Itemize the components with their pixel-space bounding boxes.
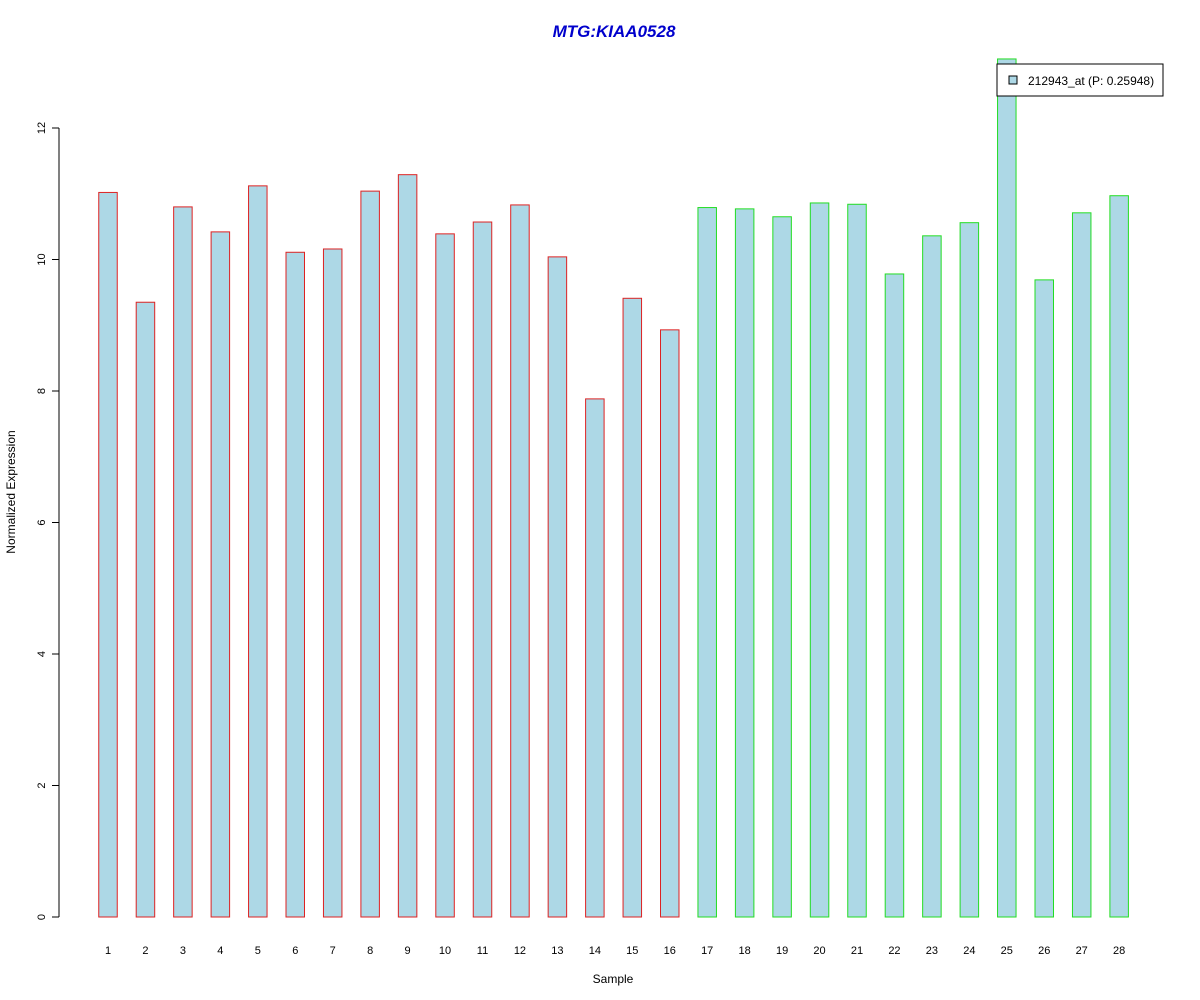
y-tick-label: 12 bbox=[36, 122, 48, 134]
x-tick-label: 16 bbox=[664, 945, 676, 957]
x-tick-label: 23 bbox=[926, 945, 938, 957]
x-tick-label: 9 bbox=[405, 945, 411, 957]
bar-sample-4 bbox=[210, 231, 231, 918]
x-tick-label: 3 bbox=[180, 945, 186, 957]
x-tick-label: 8 bbox=[367, 945, 373, 957]
bar-sample-27 bbox=[1071, 212, 1092, 918]
bar-sample-6 bbox=[285, 251, 305, 918]
legend-box bbox=[996, 63, 1164, 97]
x-tick-label: 20 bbox=[813, 945, 825, 957]
x-tick-label: 28 bbox=[1113, 945, 1125, 957]
bar-sample-15 bbox=[622, 297, 643, 918]
y-tick-label: 8 bbox=[36, 388, 48, 394]
bar-sample-25 bbox=[997, 58, 1017, 918]
bars-group bbox=[98, 58, 1129, 918]
bar-sample-12 bbox=[510, 204, 530, 918]
x-tick-label: 15 bbox=[626, 945, 638, 957]
bar-sample-19 bbox=[772, 216, 792, 918]
x-tick-label: 10 bbox=[439, 945, 451, 957]
x-tick-label: 6 bbox=[292, 945, 298, 957]
bar-sample-16 bbox=[660, 329, 680, 918]
bar-sample-26 bbox=[1034, 279, 1054, 918]
y-axis-label: Normalized Expression bbox=[4, 430, 18, 553]
legend-label: 212943_at (P: 0.25948) bbox=[1028, 74, 1154, 88]
bar-sample-10 bbox=[435, 233, 455, 918]
x-tick-label: 22 bbox=[888, 945, 900, 957]
y-tick-label: 4 bbox=[36, 651, 48, 657]
x-tick-label: 14 bbox=[589, 945, 601, 957]
x-tick-label: 5 bbox=[255, 945, 261, 957]
x-tick-label: 2 bbox=[142, 945, 148, 957]
bar-sample-21 bbox=[847, 203, 867, 918]
bar-sample-5 bbox=[248, 185, 268, 918]
x-tick-label: 21 bbox=[851, 945, 863, 957]
bar-sample-9 bbox=[397, 174, 418, 918]
legend: 212943_at (P: 0.25948) bbox=[996, 63, 1164, 97]
bar-sample-24 bbox=[959, 222, 980, 918]
bar-sample-2 bbox=[135, 301, 156, 918]
bar-sample-20 bbox=[809, 202, 830, 918]
bar-sample-13 bbox=[547, 256, 568, 918]
bar-sample-14 bbox=[585, 398, 605, 918]
x-tick-label: 12 bbox=[514, 945, 526, 957]
bar-sample-8 bbox=[360, 190, 380, 918]
x-tick-label: 25 bbox=[1001, 945, 1013, 957]
x-tick-label: 17 bbox=[701, 945, 713, 957]
x-tick-label: 19 bbox=[776, 945, 788, 957]
y-tick-label: 6 bbox=[36, 519, 48, 525]
x-tick-label: 11 bbox=[477, 945, 488, 957]
x-tick-label: 27 bbox=[1076, 945, 1088, 957]
x-tick-label: 7 bbox=[330, 945, 336, 957]
bar-sample-17 bbox=[697, 207, 717, 918]
x-tick-label: 13 bbox=[551, 945, 563, 957]
y-tick-label: 2 bbox=[36, 782, 48, 788]
y-axis: 0 2 4 6 8 10 12 bbox=[36, 122, 60, 920]
bar-sample-18 bbox=[734, 208, 755, 918]
y-tick-label: 0 bbox=[36, 914, 48, 920]
x-tick-label: 18 bbox=[739, 945, 751, 957]
bar-sample-22 bbox=[884, 273, 905, 918]
bar-sample-3 bbox=[173, 206, 193, 918]
bar-sample-11 bbox=[472, 221, 493, 918]
legend-swatch bbox=[1008, 75, 1018, 85]
x-tick-label: 26 bbox=[1038, 945, 1050, 957]
x-axis-label: Sample bbox=[593, 972, 634, 986]
bar-sample-28 bbox=[1109, 195, 1129, 918]
x-tick-labels: 1 2 3 4 5 6 7 8 9 10 11 12 13 14 15 16 17 18 19 20 21 22 23 24 2… bbox=[105, 945, 1125, 957]
x-tick-label: 1 bbox=[105, 945, 111, 957]
x-tick-label: 24 bbox=[963, 945, 975, 957]
x-tick-label: 4 bbox=[217, 945, 223, 957]
bar-sample-1 bbox=[98, 191, 118, 918]
y-tick-label: 10 bbox=[36, 253, 48, 265]
bar-sample-23 bbox=[922, 235, 942, 918]
chart-title: MTG:KIAA0528 bbox=[553, 22, 676, 41]
bar-sample-7 bbox=[322, 248, 343, 918]
